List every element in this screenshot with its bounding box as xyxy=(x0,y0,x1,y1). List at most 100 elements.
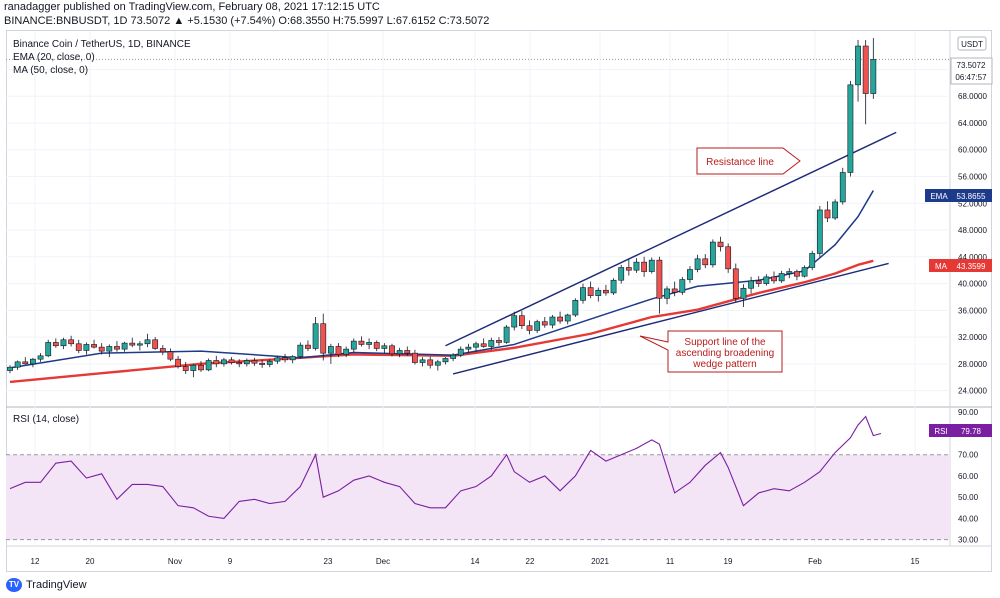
candle-body xyxy=(633,261,640,271)
price-tick-label: 52.0000 xyxy=(958,199,987,208)
candle-body xyxy=(771,276,777,282)
rsi-tick-label: 90.00 xyxy=(958,408,979,417)
currency-label: USDT xyxy=(961,40,983,49)
candle-body xyxy=(373,342,380,349)
candle-body xyxy=(190,364,197,371)
candle-body xyxy=(740,287,747,299)
time-tick-label: 12 xyxy=(31,557,40,566)
candle-body xyxy=(732,268,739,299)
candle-body xyxy=(824,209,831,219)
time-tick-label: 23 xyxy=(324,557,333,566)
candle-body xyxy=(167,351,174,360)
candle-body xyxy=(228,359,235,363)
candle-body xyxy=(259,362,266,365)
rsi-tick-label: 70.00 xyxy=(958,451,979,460)
candle-body xyxy=(282,357,288,361)
candle-body xyxy=(625,267,632,271)
support-label-line3: wedge pattern xyxy=(692,359,756,370)
candle-body xyxy=(618,267,625,281)
candle-body xyxy=(648,259,655,272)
candle-body xyxy=(243,360,250,365)
candle-body xyxy=(7,366,13,371)
candle-body xyxy=(121,342,128,350)
candle-body xyxy=(694,258,701,270)
price-tick-label: 48.0000 xyxy=(958,226,987,235)
ma-badge xyxy=(929,259,992,272)
candle-body xyxy=(816,209,823,254)
candle-body xyxy=(748,280,754,289)
last-price-badge xyxy=(950,57,993,85)
grid xyxy=(6,31,950,546)
time-tick-label: 2021 xyxy=(591,557,609,566)
candle-body xyxy=(450,354,457,359)
candle-body xyxy=(389,345,395,355)
candle-body xyxy=(809,253,816,268)
ma-badge-label: MA xyxy=(935,262,948,271)
resistance-trendline xyxy=(445,131,897,347)
candle-body xyxy=(518,315,525,327)
footer[interactable]: TV TradingView xyxy=(6,578,87,592)
candles xyxy=(7,38,877,378)
candle-body xyxy=(786,271,793,274)
candle-body xyxy=(595,289,602,296)
candle-body xyxy=(794,271,800,277)
rsi-band xyxy=(6,454,950,541)
price-tick-label: 56.0000 xyxy=(958,173,987,182)
candle-body xyxy=(152,339,159,349)
candle-body xyxy=(442,358,449,363)
candle-body xyxy=(778,273,785,282)
candle-body xyxy=(496,340,502,343)
time-tick-label: Dec xyxy=(376,557,390,566)
support-callout[interactable]: Support line of the ascending broadening… xyxy=(639,330,783,373)
candle-body xyxy=(656,259,663,299)
resistance-callout[interactable]: Resistance line xyxy=(696,147,801,175)
candle-body xyxy=(709,241,716,266)
candle-body xyxy=(45,342,52,357)
candle-body xyxy=(83,344,90,351)
candle-body xyxy=(755,280,762,284)
candle-body xyxy=(30,358,36,365)
candle-body xyxy=(136,343,143,346)
ema-legend[interactable]: EMA (20, close, 0) xyxy=(13,52,95,63)
ma-legend[interactable]: MA (50, close, 0) xyxy=(13,65,88,76)
rsi-badge xyxy=(929,424,992,437)
candle-body xyxy=(159,348,166,353)
candle-body xyxy=(664,288,670,299)
time-axis[interactable]: 12 20 Nov 9 23 Dec 14 22 2021 11 19 Feb 15 xyxy=(31,557,920,566)
symbol-legend[interactable]: Binance Coin / TetherUS, 1D, BINANCE xyxy=(13,39,191,50)
candle-body xyxy=(687,269,693,280)
candle-body xyxy=(14,361,21,368)
candle-body xyxy=(855,45,861,86)
time-tick-label: 9 xyxy=(228,557,233,566)
candle-body xyxy=(68,339,75,345)
candle-body xyxy=(488,340,495,347)
candle-body xyxy=(335,346,342,355)
candle-body xyxy=(327,346,334,354)
candle-body xyxy=(641,261,648,272)
candle-body xyxy=(511,315,518,328)
candle-body xyxy=(465,346,472,350)
support-trendline xyxy=(452,262,889,375)
candle-body xyxy=(236,362,243,365)
time-tick-label: 14 xyxy=(471,557,480,566)
candle-body xyxy=(503,326,510,343)
candle-body xyxy=(847,84,854,173)
time-tick-label: Feb xyxy=(808,557,822,566)
candle-body xyxy=(289,356,296,361)
price-tick-label: 44.0000 xyxy=(958,253,987,262)
rsi-overbought-oversold-band xyxy=(6,454,950,540)
rsi-tick-label: 50.00 xyxy=(958,493,979,502)
candle-body xyxy=(144,339,151,345)
candle-body xyxy=(679,279,686,293)
candle-body xyxy=(572,299,579,316)
price-tick-label: 24.0000 xyxy=(958,387,987,396)
last-price-value: 73.5072 xyxy=(957,61,986,70)
currency-badge[interactable] xyxy=(957,36,987,51)
price-axis[interactable]: 24.0000 28.0000 32.0000 36.0000 40.0000 44.00… xyxy=(958,65,987,395)
candle-body xyxy=(549,316,556,326)
support-label-line1: Support line of the xyxy=(684,337,766,348)
candle-body xyxy=(412,352,418,363)
rsi-badge-label: RSI xyxy=(934,427,947,436)
rsi-legend[interactable]: RSI (14, close) xyxy=(13,414,79,425)
